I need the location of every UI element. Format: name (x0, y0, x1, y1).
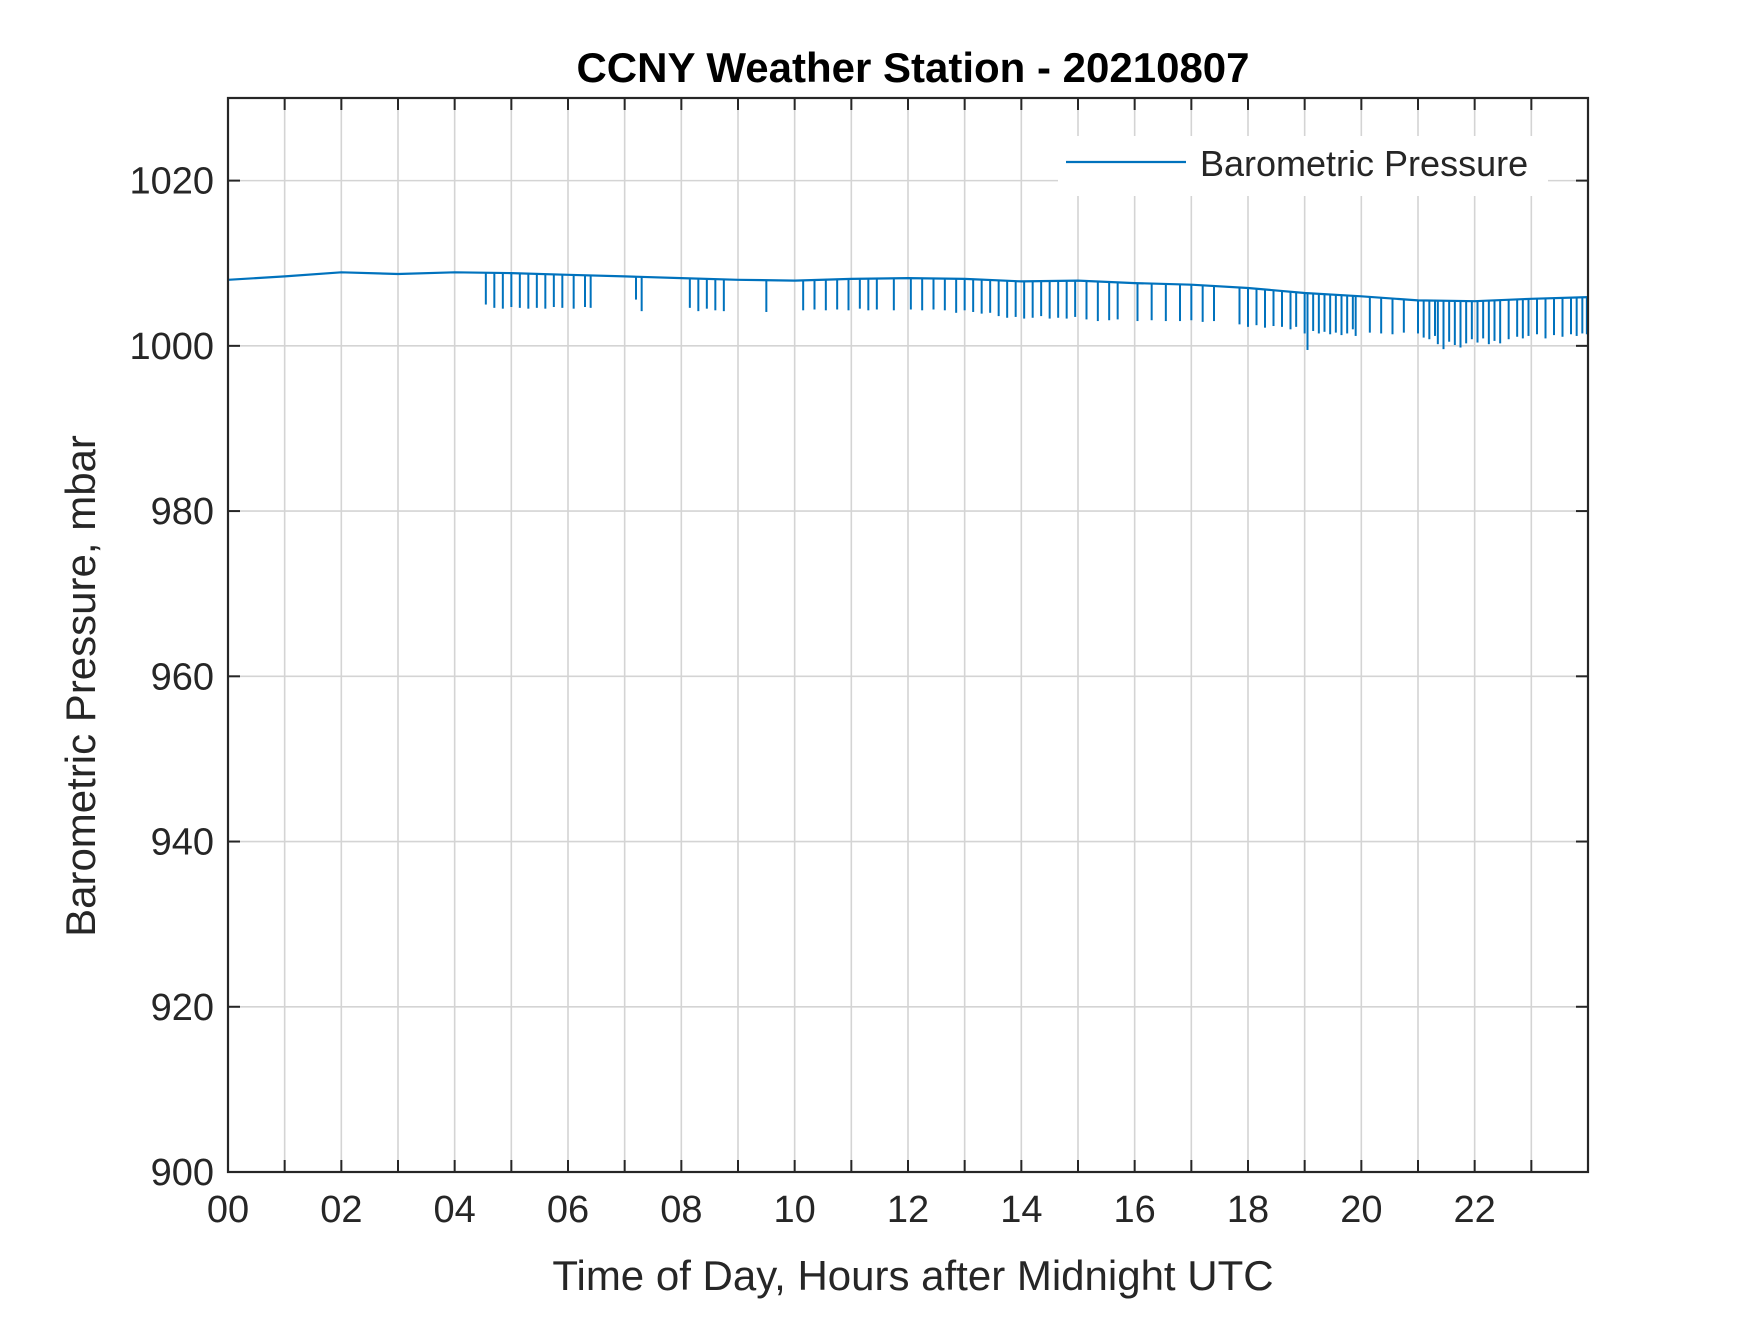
y-tick-label: 920 (151, 987, 214, 1029)
y-tick-label: 1000 (129, 326, 214, 368)
x-tick-label: 10 (774, 1189, 816, 1231)
x-tick-label: 16 (1114, 1189, 1156, 1231)
x-tick-label: 02 (320, 1189, 362, 1231)
y-axis-label: Barometric Pressure, mbar (57, 435, 104, 937)
chart-title: CCNY Weather Station - 20210807 (576, 44, 1249, 91)
x-tick-label: 04 (434, 1189, 476, 1231)
x-axis-label: Time of Day, Hours after Midnight UTC (552, 1252, 1273, 1299)
series-layer (227, 271, 1589, 350)
x-tick-label: 20 (1340, 1189, 1382, 1231)
legend: Barometric Pressure (1058, 136, 1548, 196)
x-tick-label: 22 (1454, 1189, 1496, 1231)
legend-label: Barometric Pressure (1200, 143, 1528, 184)
tick-labels: 00 02 04 06 08 10 12 14 16 18 20 22 900 920 940 960 980 1… (129, 161, 1495, 1231)
x-tick-label: 14 (1000, 1189, 1042, 1231)
series-baseline-line (227, 271, 1589, 303)
y-tick-label: 940 (151, 822, 214, 864)
x-tick-label: 12 (887, 1189, 929, 1231)
axis-ticks (227, 98, 1588, 1173)
legend-box (1058, 136, 1548, 196)
grid-lines (228, 98, 1588, 1172)
x-tick-label: 18 (1227, 1189, 1269, 1231)
y-tick-label: 960 (151, 656, 214, 698)
y-tick-label: 980 (151, 491, 214, 533)
x-tick-label: 00 (207, 1189, 249, 1231)
x-tick-label: 08 (660, 1189, 702, 1231)
y-tick-label: 1020 (129, 161, 214, 203)
x-tick-label: 06 (547, 1189, 589, 1231)
y-tick-label: 900 (151, 1152, 214, 1194)
